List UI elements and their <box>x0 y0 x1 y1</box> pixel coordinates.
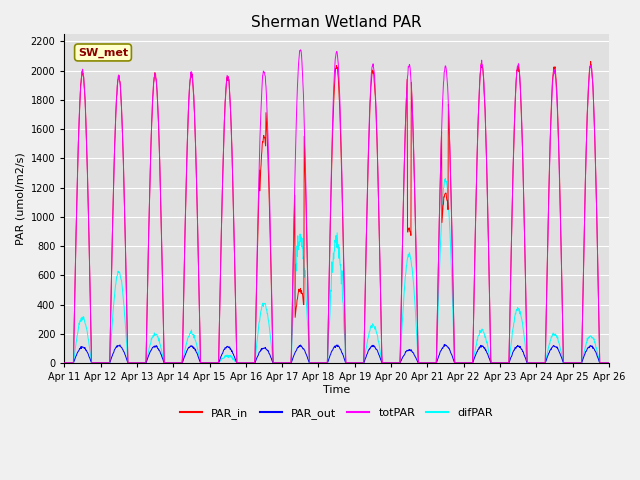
Text: SW_met: SW_met <box>78 48 128 58</box>
X-axis label: Time: Time <box>323 385 350 395</box>
Title: Sherman Wetland PAR: Sherman Wetland PAR <box>252 15 422 30</box>
Y-axis label: PAR (umol/m2/s): PAR (umol/m2/s) <box>15 152 25 245</box>
Legend: PAR_in, PAR_out, totPAR, difPAR: PAR_in, PAR_out, totPAR, difPAR <box>176 404 497 423</box>
